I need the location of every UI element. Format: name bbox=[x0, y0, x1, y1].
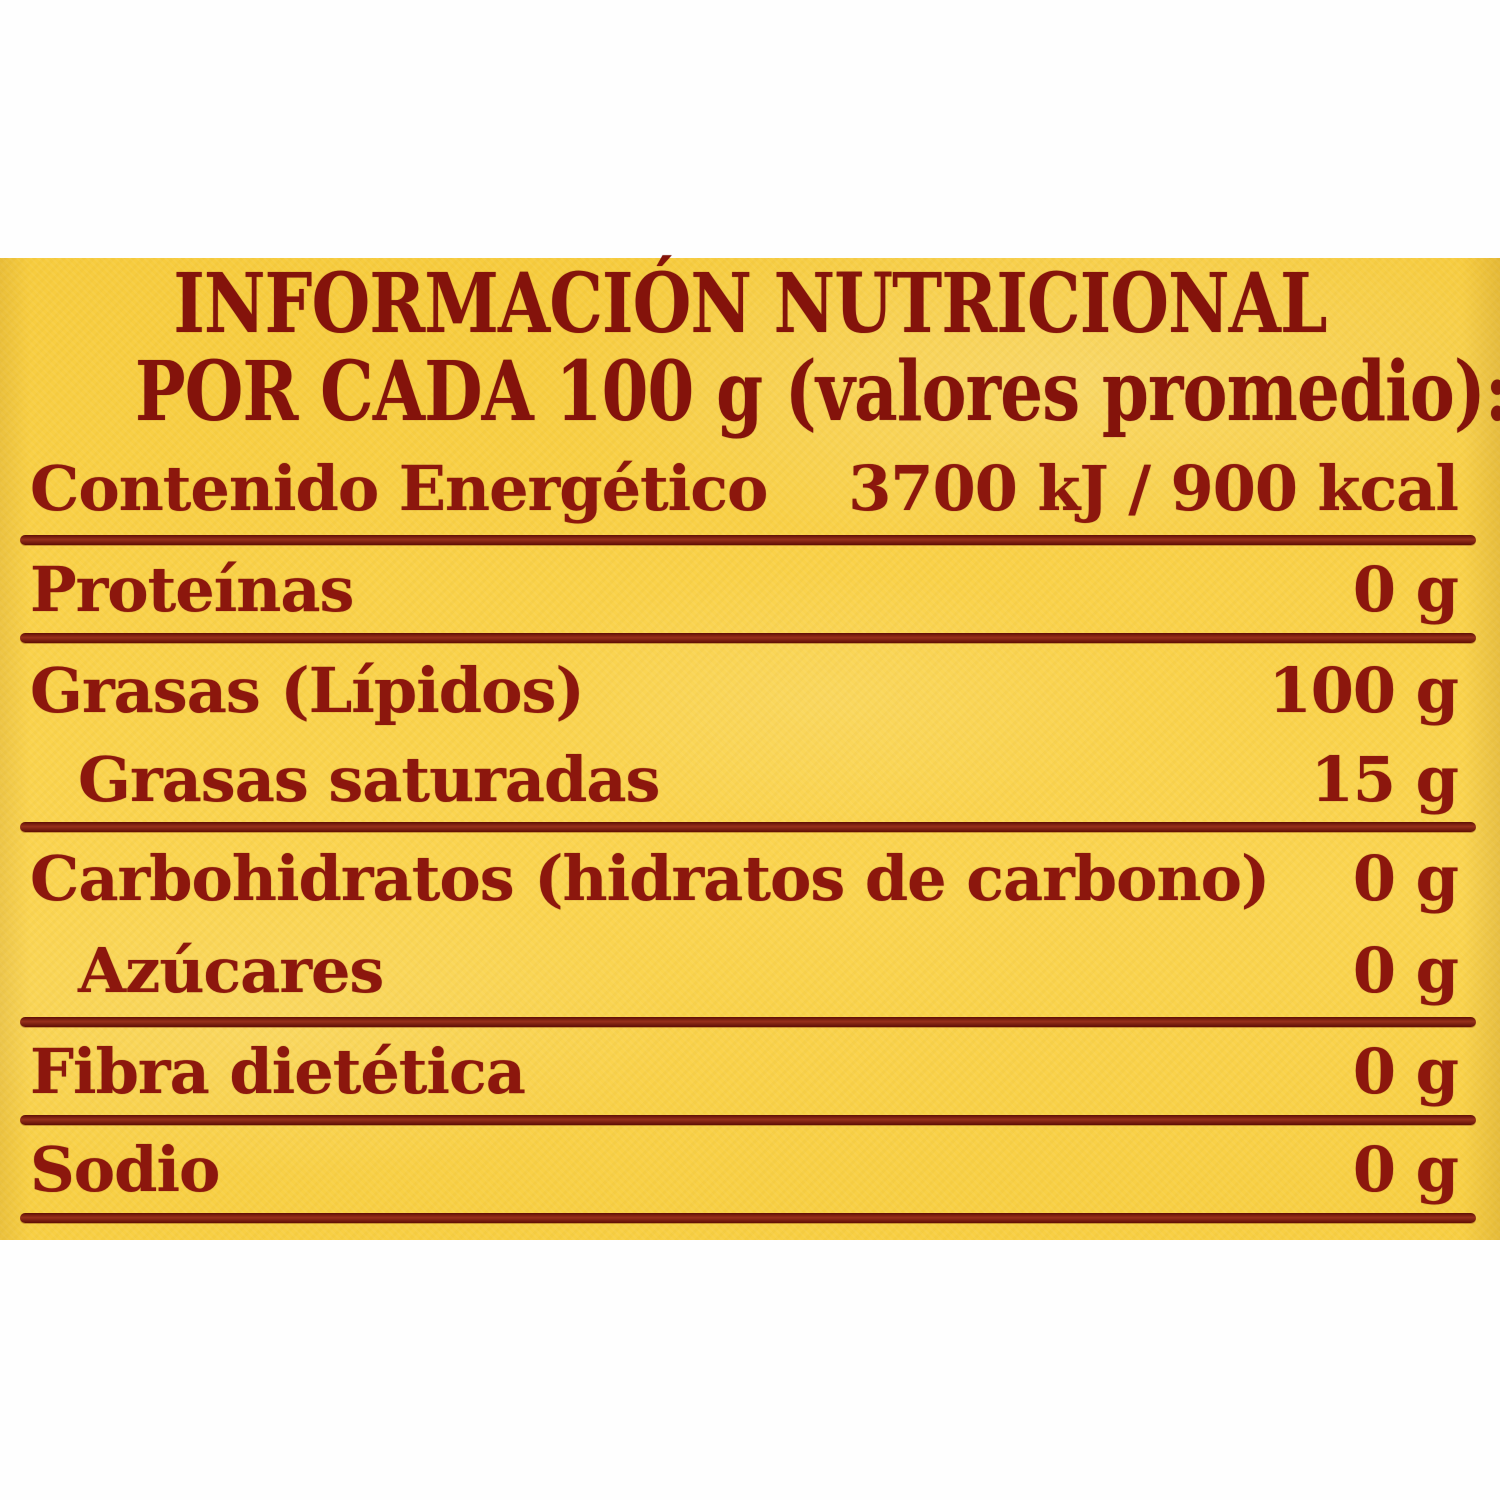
table-row-protein: Proteínas 0 g bbox=[0, 545, 1500, 633]
nutrition-table: Contenido Energético 3700 kJ / 900 kcal … bbox=[0, 442, 1500, 1223]
title-line-1: INFORMACIÓN NUTRICIONAL bbox=[173, 256, 1327, 352]
separator-rule bbox=[20, 1115, 1476, 1125]
nutrient-name: Fibra dietética bbox=[30, 1034, 526, 1108]
nutrient-value: 0 g bbox=[1352, 552, 1459, 626]
table-row-saturated-fat: Grasas saturadas 15 g bbox=[0, 737, 1500, 822]
separator-rule bbox=[20, 535, 1476, 545]
label-title: INFORMACIÓN NUTRICIONAL POR CADA 100 g (… bbox=[0, 260, 1500, 436]
nutrient-name: Contenido Energético bbox=[30, 452, 768, 525]
table-row-sugars: Azúcares 0 g bbox=[0, 924, 1500, 1017]
nutrient-value: 0 g bbox=[1352, 934, 1459, 1007]
nutrient-value: 0 g bbox=[1352, 1034, 1459, 1108]
nutrient-name: Carbohidratos (hidratos de carbono) bbox=[30, 841, 1270, 915]
nutrient-name: Azúcares bbox=[78, 934, 384, 1007]
table-row-carbohydrates: Carbohidratos (hidratos de carbono) 0 g bbox=[0, 832, 1500, 924]
table-row-fat: Grasas (Lípidos) 100 g bbox=[0, 643, 1500, 737]
title-line-2: POR CADA 100 g (valores promedio): bbox=[135, 344, 1500, 440]
separator-rule bbox=[20, 1017, 1476, 1027]
nutrient-name: Grasas (Lípidos) bbox=[30, 653, 585, 727]
nutrient-name: Proteínas bbox=[30, 552, 354, 626]
nutrient-value: 15 g bbox=[1310, 743, 1459, 816]
nutrient-value: 0 g bbox=[1352, 841, 1459, 915]
nutrient-value: 100 g bbox=[1268, 653, 1459, 727]
separator-rule bbox=[20, 822, 1476, 832]
yellow-label: INFORMACIÓN NUTRICIONAL POR CADA 100 g (… bbox=[0, 258, 1500, 1240]
table-row-sodium: Sodio 0 g bbox=[0, 1125, 1500, 1213]
nutrient-name: Sodio bbox=[30, 1132, 220, 1206]
separator-rule bbox=[20, 633, 1476, 643]
table-row-fiber: Fibra dietética 0 g bbox=[0, 1027, 1500, 1115]
nutrient-value: 3700 kJ / 900 kcal bbox=[848, 452, 1459, 525]
nutrient-name: Grasas saturadas bbox=[78, 743, 660, 816]
table-row-energy: Contenido Energético 3700 kJ / 900 kcal bbox=[0, 442, 1500, 535]
nutrient-value: 0 g bbox=[1352, 1132, 1459, 1206]
separator-rule bbox=[20, 1213, 1476, 1223]
